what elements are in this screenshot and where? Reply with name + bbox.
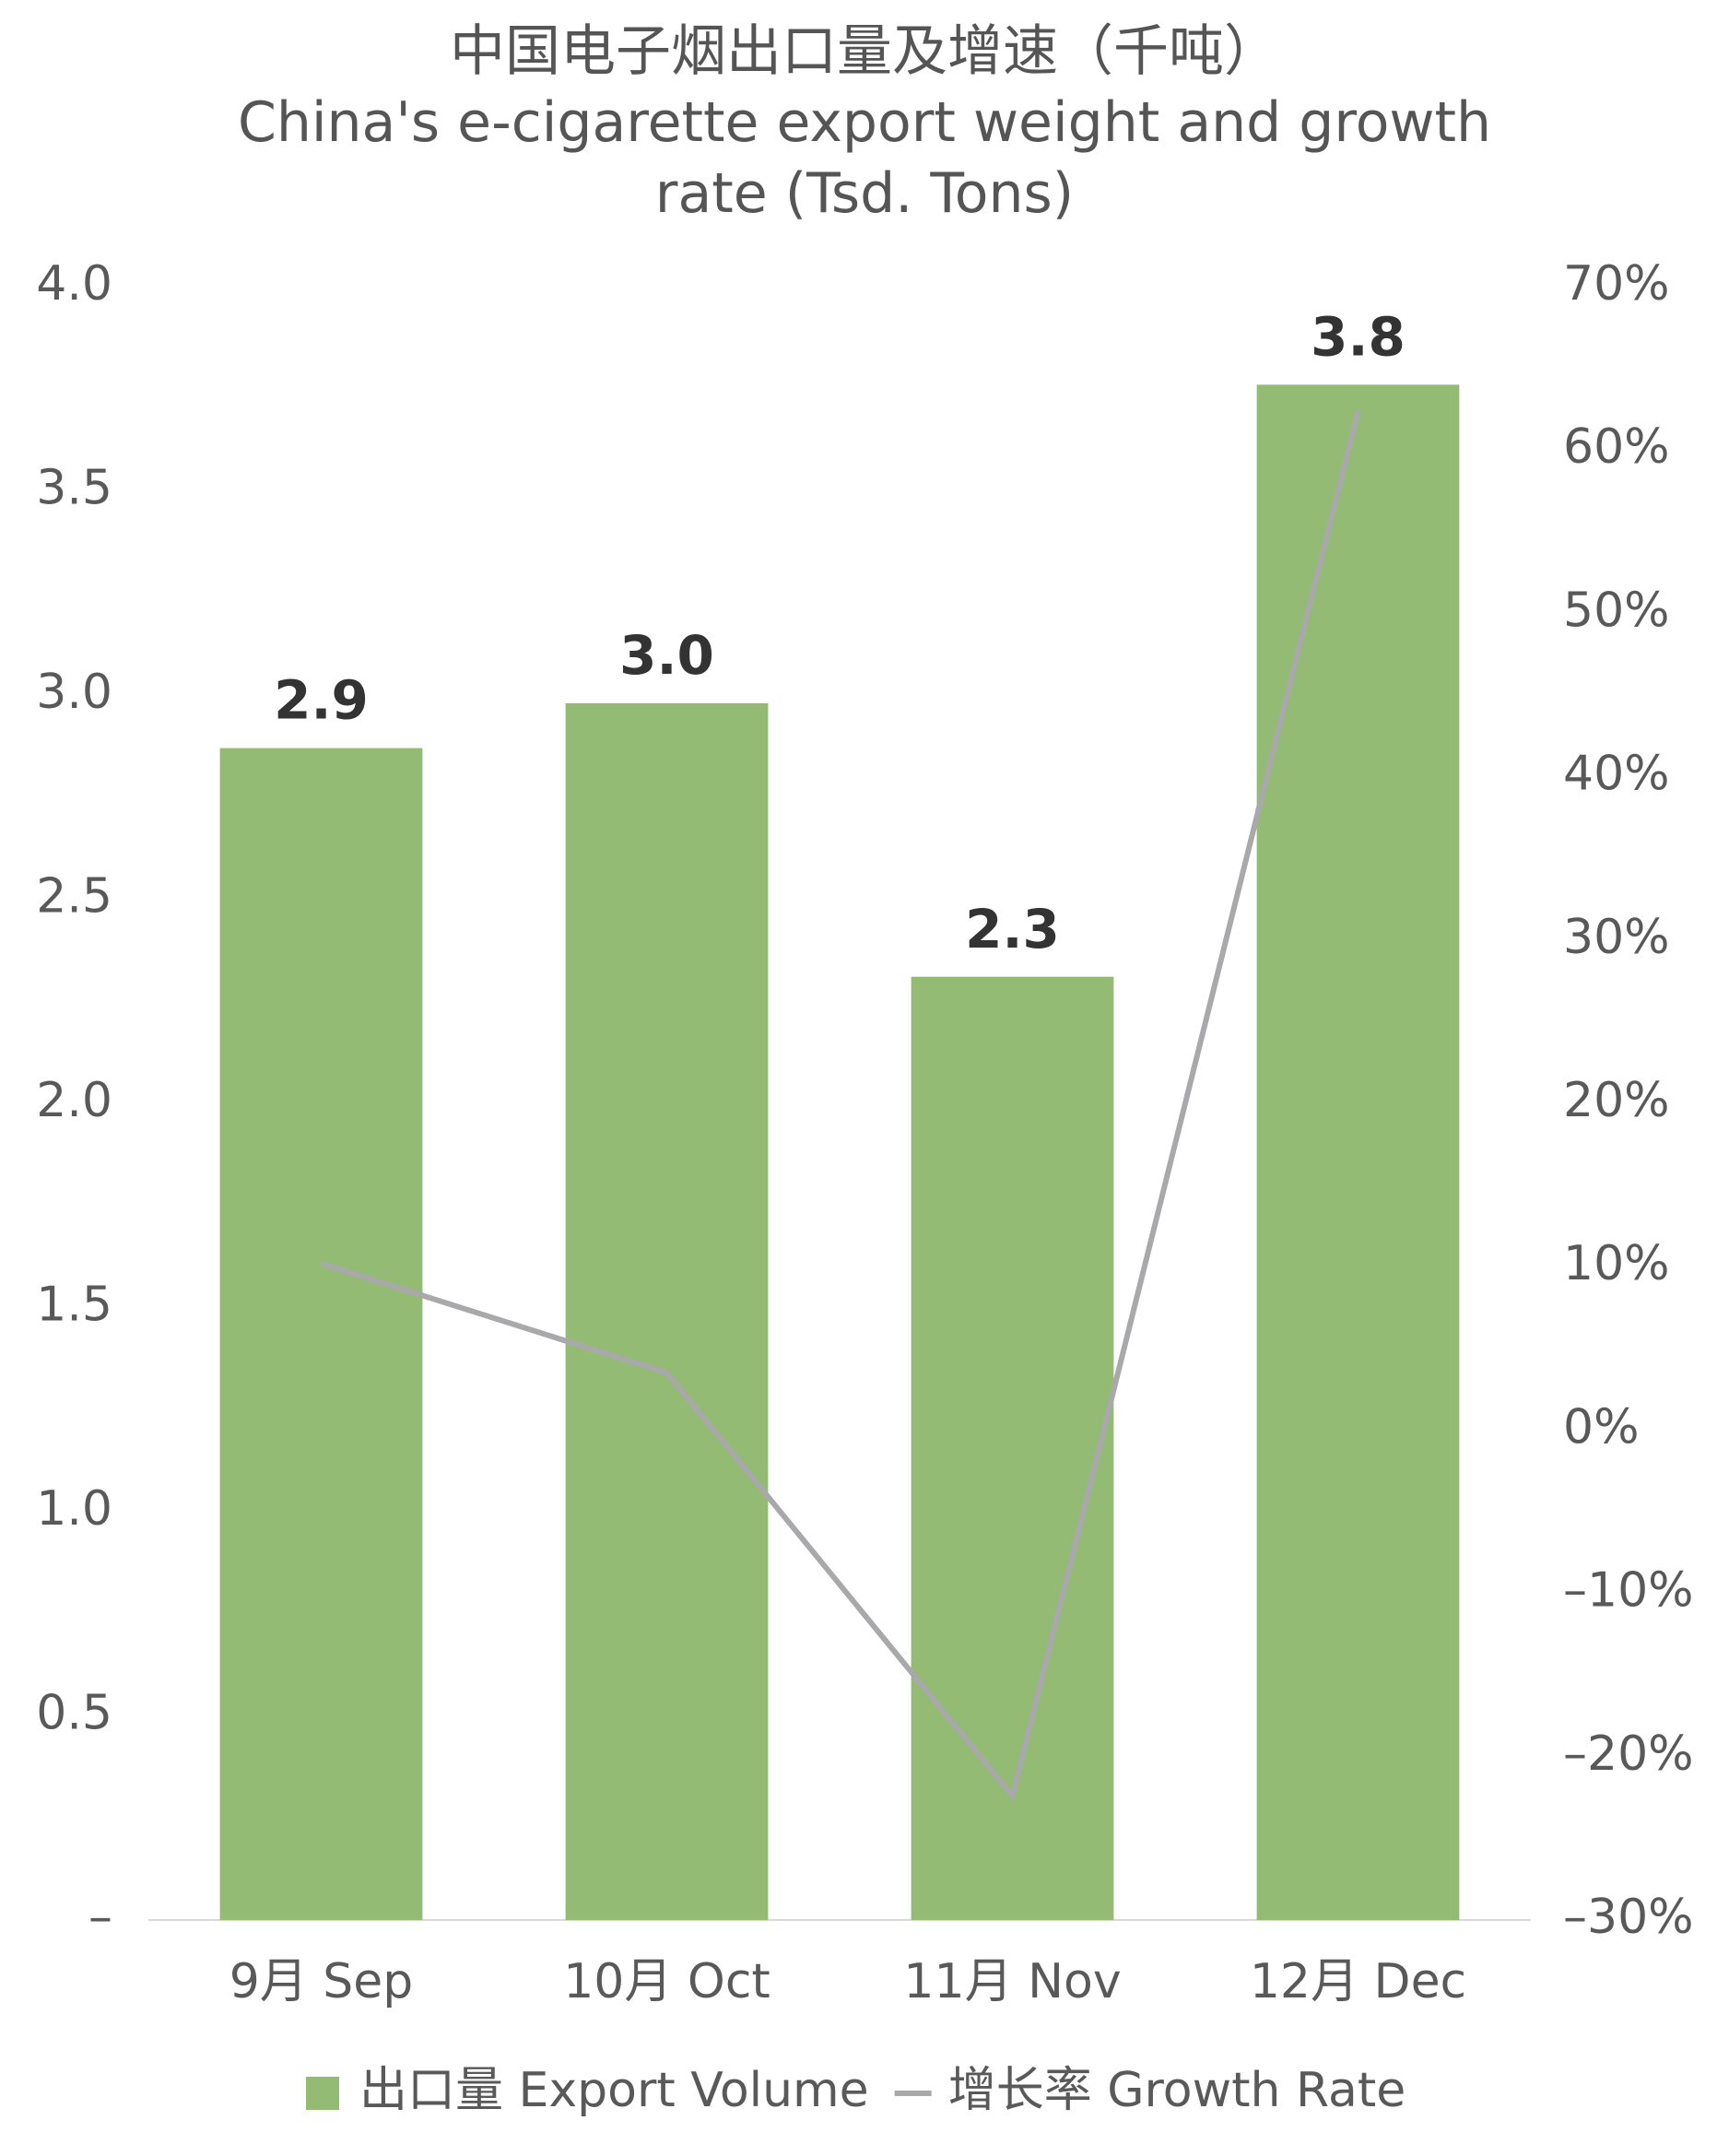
- value-label: 2.3: [965, 898, 1060, 960]
- bar: [1256, 384, 1460, 1920]
- chart-subtitle: China's e-cigarette export weight and gr…: [237, 90, 1492, 226]
- y-tick-label: 1.5: [36, 1278, 112, 1333]
- x-tick-label: 12月 Dec: [1250, 1954, 1466, 2009]
- legend-label: 出口量 Export Volume: [359, 2063, 869, 2118]
- y2-tick-label: 70%: [1563, 256, 1670, 312]
- value-label: 3.8: [1311, 305, 1406, 368]
- y-tick-label: 0.5: [36, 1686, 112, 1741]
- x-tick-label: 10月 Oct: [563, 1954, 770, 2009]
- bar: [565, 702, 769, 1920]
- chart-title: 中国电子烟出口量及增速（千吨）: [450, 19, 1279, 84]
- y2-tick-label: –20%: [1563, 1726, 1694, 1782]
- y-tick-label: –: [88, 1890, 112, 1945]
- x-tick-label: 9月 Sep: [229, 1954, 414, 2009]
- legend-marker: [306, 2077, 339, 2110]
- legend-label: 增长率 Growth Rate: [948, 2063, 1406, 2118]
- y-tick-label: 2.0: [36, 1073, 112, 1128]
- line: [320, 409, 1361, 1802]
- y2-tick-label: –30%: [1563, 1890, 1694, 1945]
- title-block: 中国电子烟出口量及增速（千吨） China's e-cigarette expo…: [219, 17, 1510, 230]
- y2-tick-label: 0%: [1563, 1399, 1640, 1455]
- y2-tick-label: 50%: [1563, 583, 1670, 638]
- y-tick-label: 3.5: [36, 461, 112, 516]
- y-tick-label: 3.0: [36, 665, 112, 720]
- y-tick-label: 2.5: [36, 869, 112, 925]
- y2-tick-label: 10%: [1563, 1236, 1670, 1291]
- x-tick-label: 11月 Nov: [903, 1954, 1121, 2009]
- bar: [219, 748, 423, 1920]
- y2-tick-label: 20%: [1563, 1073, 1670, 1128]
- y2-tick-label: –10%: [1563, 1563, 1694, 1619]
- y2-tick-label: 30%: [1563, 910, 1670, 965]
- y2-tick-label: 40%: [1563, 747, 1670, 802]
- y2-tick-label: 60%: [1563, 419, 1670, 475]
- value-label: 3.0: [619, 624, 714, 687]
- y-tick-label: 1.0: [36, 1481, 112, 1537]
- y-tick-label: 4.0: [36, 256, 112, 312]
- value-label: 2.9: [274, 669, 369, 732]
- bar: [911, 976, 1114, 1920]
